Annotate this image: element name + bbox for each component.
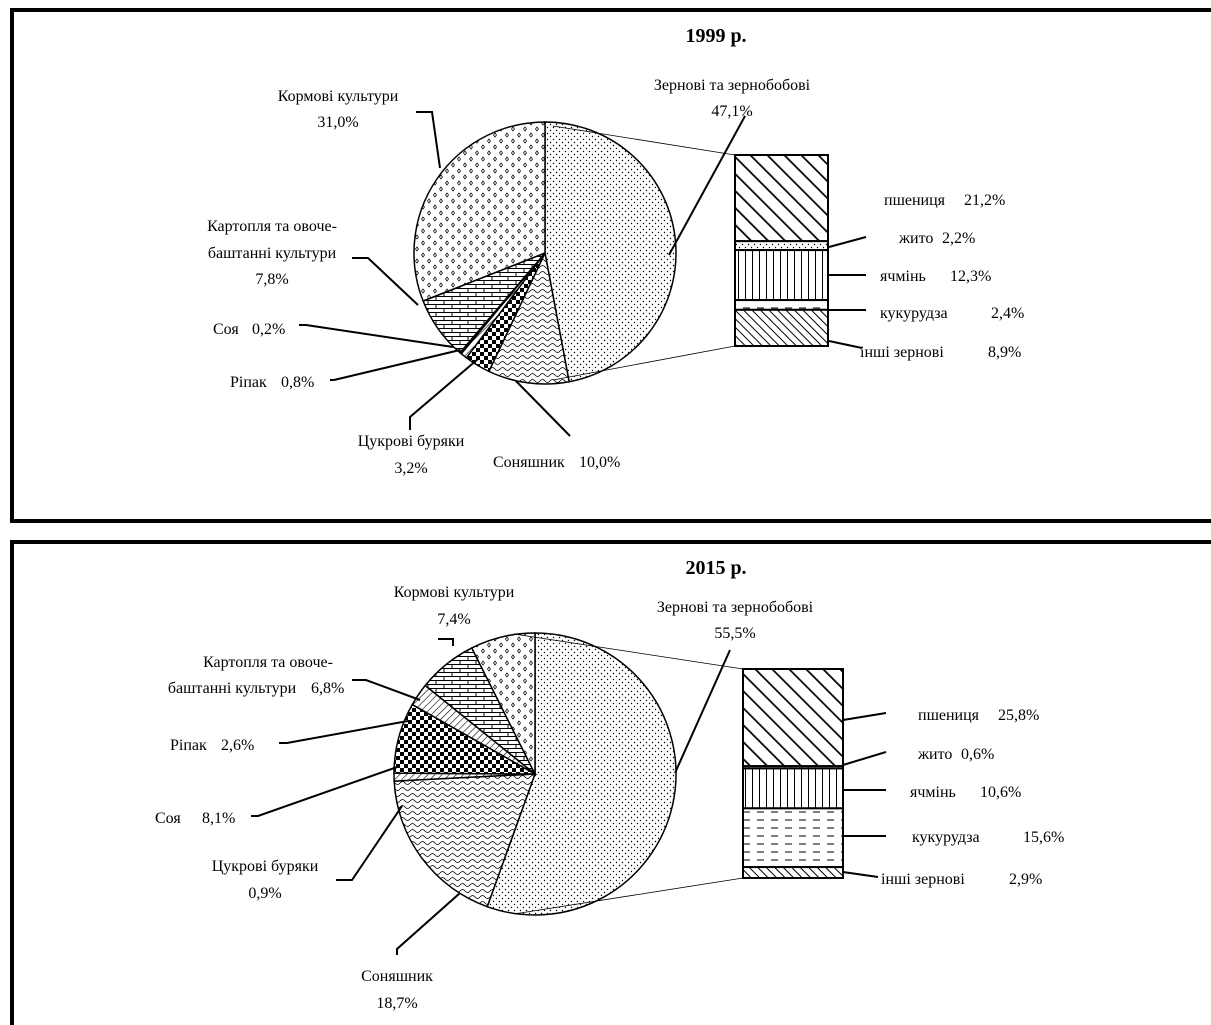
leader-line	[842, 871, 879, 878]
slice-label-name: Зернові та зернобобові	[657, 599, 814, 616]
slice-label-name: баштанні культури	[168, 680, 297, 697]
bar-label-name: кукурудза	[880, 305, 948, 322]
slice-label-name: Зернові та зернобобові	[654, 77, 811, 94]
pie-slice	[470, 632, 536, 775]
leader-line	[438, 638, 454, 646]
bar-label-value: 2,9%	[1009, 871, 1042, 888]
bar-label-name: пшениця	[918, 707, 980, 724]
projection-line	[513, 877, 744, 915]
leader-line	[352, 679, 421, 701]
leader-line	[515, 380, 571, 437]
slice-label-name: Соя	[213, 321, 239, 338]
pie-slice	[393, 773, 537, 908]
slice-label-value: 10,0%	[579, 454, 620, 471]
breakdown-segment	[734, 240, 829, 252]
slice-label-name: Цукрові буряки	[212, 858, 319, 875]
slice-label-value: 3,2%	[394, 460, 427, 477]
leader-lines-layer	[251, 111, 887, 955]
breakdown-segment	[734, 308, 829, 347]
bar-label-value: 12,3%	[950, 268, 991, 285]
bar-label-name: пшениця	[884, 192, 946, 209]
slice-label-value: 7,4%	[437, 611, 470, 628]
slice-label-value: 47,1%	[711, 103, 752, 120]
slice-label-name: Соя	[155, 810, 181, 827]
bar-label-value: 8,9%	[988, 344, 1021, 361]
leader-line	[336, 805, 403, 881]
slice-label-name: Кормові культури	[394, 584, 515, 601]
chart-title-1999: 1999 р.	[685, 25, 746, 47]
pie-slice	[544, 121, 677, 383]
pie-slice	[487, 250, 570, 385]
slice-label-value: 0,9%	[248, 885, 281, 902]
breakdown-segment	[734, 154, 829, 243]
leader-line	[352, 257, 419, 306]
slice-label-value: 55,5%	[714, 625, 755, 642]
bar-label-name: кукурудза	[912, 829, 980, 846]
leader-line	[842, 751, 887, 766]
slice-label-name: Ріпак	[230, 374, 267, 391]
leader-line	[842, 712, 887, 721]
bar-label-value: 2,2%	[942, 230, 975, 247]
projection-line	[552, 125, 736, 156]
slice-label-value: 18,7%	[376, 995, 417, 1012]
leader-line	[279, 720, 409, 744]
bar-label-name: жито	[917, 746, 952, 763]
slice-label-value: 0,2%	[252, 321, 285, 338]
projection-line	[513, 633, 744, 670]
leader-line	[330, 349, 461, 381]
slice-label-name: Цукрові буряки	[358, 433, 465, 450]
slice-label-name: Соняшник	[493, 454, 565, 471]
pie-slice	[486, 632, 677, 916]
bar-label-name: інші зернові	[881, 871, 965, 888]
slice-label-name: Кормові культури	[278, 88, 399, 105]
chart-title-2015: 2015 р.	[685, 557, 746, 579]
bar-label-name: жито	[898, 230, 933, 247]
leader-line	[668, 115, 746, 256]
pie-slices-layer	[393, 121, 677, 916]
bar-label-value: 10,6%	[980, 784, 1021, 801]
slice-label-name: Соняшник	[361, 968, 433, 985]
leader-line	[828, 236, 867, 248]
slice-label-name: Картопля та овоче-	[203, 654, 333, 671]
bar-label-value: 21,2%	[964, 192, 1005, 209]
breakdown-segment	[742, 866, 844, 880]
slice-label-name: Ріпак	[170, 737, 207, 754]
slice-label-name: баштанні культури	[208, 245, 337, 262]
leader-line	[674, 649, 731, 774]
leader-line	[251, 765, 401, 817]
slice-label-value: 6,8%	[311, 680, 344, 697]
slice-label-value: 31,0%	[317, 114, 358, 131]
bar-label-value: 2,4%	[991, 305, 1024, 322]
bar-label-value: 15,6%	[1023, 829, 1064, 846]
breakdown-segment	[742, 668, 844, 768]
slice-label-name: Картопля та овоче-	[207, 218, 337, 235]
bar-label-value: 0,6%	[961, 746, 994, 763]
breakdown-bars-layer	[734, 154, 844, 880]
breakdown-segment	[734, 249, 829, 302]
slice-label-value: 8,1%	[202, 810, 235, 827]
leader-line	[828, 340, 863, 349]
bar-label-name: ячмінь	[910, 784, 956, 801]
breakdown-segment	[734, 299, 829, 311]
breakdown-segment	[742, 807, 844, 869]
bar-label-value: 25,8%	[998, 707, 1039, 724]
pie-slice	[413, 121, 546, 302]
leader-line	[409, 358, 479, 430]
slice-label-value: 7,8%	[255, 271, 288, 288]
bar-label-name: ячмінь	[880, 268, 926, 285]
bar-label-name: інші зернові	[860, 344, 944, 361]
slice-label-value: 2,6%	[221, 737, 254, 754]
projection-line	[552, 345, 736, 381]
leader-line	[396, 892, 461, 955]
breakdown-segment	[742, 767, 844, 810]
slice-label-value: 0,8%	[281, 374, 314, 391]
leader-line	[416, 111, 441, 169]
leader-line	[299, 324, 454, 348]
